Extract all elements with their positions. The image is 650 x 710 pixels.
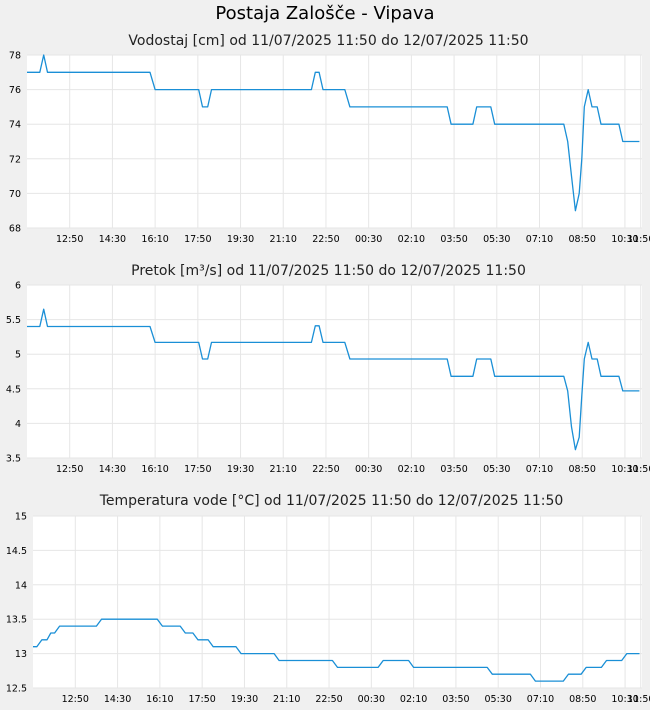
x-tick-label: 21:10 — [270, 464, 297, 475]
y-tick-label: 74 — [9, 120, 21, 131]
plot-area — [27, 285, 642, 458]
x-tick-label: 02:10 — [398, 234, 425, 245]
series-line — [33, 618, 640, 682]
chart-2: Pretok [m³/s] od 11/07/2025 11:50 do 12/… — [6, 263, 650, 475]
chart-title: Pretok [m³/s] od 11/07/2025 11:50 do 12/… — [131, 263, 526, 279]
x-tick-label: 14:30 — [104, 694, 131, 705]
x-tick-label: 08:50 — [569, 234, 596, 245]
chart-3: Temperatura vode [°C] od 11/07/2025 11:5… — [6, 493, 650, 705]
y-tick-label: 72 — [9, 154, 21, 165]
x-tick-label: 03:50 — [442, 694, 469, 705]
y-tick-label: 6 — [15, 281, 21, 292]
y-tick-label: 4.5 — [6, 384, 21, 395]
series-line — [27, 308, 640, 451]
page-title: Postaja Zalošče - Vipava — [215, 3, 435, 24]
x-tick-label: 03:50 — [440, 234, 467, 245]
x-tick-label: 19:30 — [227, 234, 254, 245]
x-tick-label: 05:30 — [483, 464, 510, 475]
x-tick-label: 19:30 — [227, 464, 254, 475]
x-tick-label: 16:10 — [141, 464, 168, 475]
x-tick-label: 11:50 — [627, 234, 650, 245]
x-tick-label: 10:30 — [611, 234, 638, 245]
y-tick-label: 5 — [15, 350, 21, 361]
series-line — [27, 54, 640, 212]
x-tick-label: 17:50 — [188, 694, 215, 705]
y-tick-label: 15 — [15, 512, 27, 523]
chart-title: Temperatura vode [°C] od 11/07/2025 11:5… — [99, 493, 564, 509]
x-tick-label: 11:50 — [627, 694, 650, 705]
x-tick-label: 10:30 — [611, 694, 638, 705]
y-tick-label: 14.5 — [6, 546, 27, 557]
x-tick-label: 12:50 — [62, 694, 89, 705]
y-tick-label: 3.5 — [6, 454, 21, 465]
x-tick-label: 02:10 — [398, 464, 425, 475]
y-tick-label: 5.5 — [6, 315, 21, 326]
x-tick-label: 14:30 — [99, 234, 126, 245]
x-tick-label: 03:50 — [440, 464, 467, 475]
y-tick-label: 70 — [9, 189, 21, 200]
x-tick-label: 22:50 — [312, 464, 339, 475]
x-tick-label: 21:10 — [270, 234, 297, 245]
x-tick-label: 00:30 — [358, 694, 385, 705]
x-tick-label: 21:10 — [273, 694, 300, 705]
x-tick-label: 10:30 — [611, 464, 638, 475]
y-tick-label: 78 — [9, 51, 21, 62]
x-tick-label: 17:50 — [184, 234, 211, 245]
x-tick-label: 07:10 — [526, 234, 553, 245]
x-tick-label: 22:50 — [315, 694, 342, 705]
y-tick-label: 4 — [15, 419, 21, 430]
plot-area — [33, 516, 642, 688]
x-tick-label: 00:30 — [355, 234, 382, 245]
x-tick-label: 05:30 — [485, 694, 512, 705]
x-tick-label: 11:50 — [627, 464, 650, 475]
x-tick-label: 22:50 — [312, 234, 339, 245]
x-tick-label: 07:10 — [526, 464, 553, 475]
x-tick-label: 02:10 — [400, 694, 427, 705]
x-tick-label: 14:30 — [99, 464, 126, 475]
y-tick-label: 14 — [15, 580, 27, 591]
x-tick-label: 05:30 — [483, 234, 510, 245]
chart-1: Vodostaj [cm] od 11/07/2025 11:50 do 12/… — [9, 33, 650, 245]
x-tick-label: 19:30 — [231, 694, 258, 705]
y-tick-label: 68 — [9, 224, 21, 235]
x-tick-label: 12:50 — [56, 464, 83, 475]
y-tick-label: 13 — [15, 649, 27, 660]
x-tick-label: 00:30 — [355, 464, 382, 475]
x-tick-label: 17:50 — [184, 464, 211, 475]
x-tick-label: 07:10 — [527, 694, 554, 705]
x-tick-label: 08:50 — [569, 694, 596, 705]
y-tick-label: 12.5 — [6, 684, 27, 695]
plot-area — [27, 55, 642, 228]
chart-title: Vodostaj [cm] od 11/07/2025 11:50 do 12/… — [128, 33, 528, 49]
x-tick-label: 08:50 — [569, 464, 596, 475]
x-tick-label: 12:50 — [56, 234, 83, 245]
y-tick-label: 76 — [9, 85, 21, 96]
x-tick-label: 16:10 — [146, 694, 173, 705]
x-tick-label: 16:10 — [141, 234, 168, 245]
y-tick-label: 13.5 — [6, 615, 27, 626]
